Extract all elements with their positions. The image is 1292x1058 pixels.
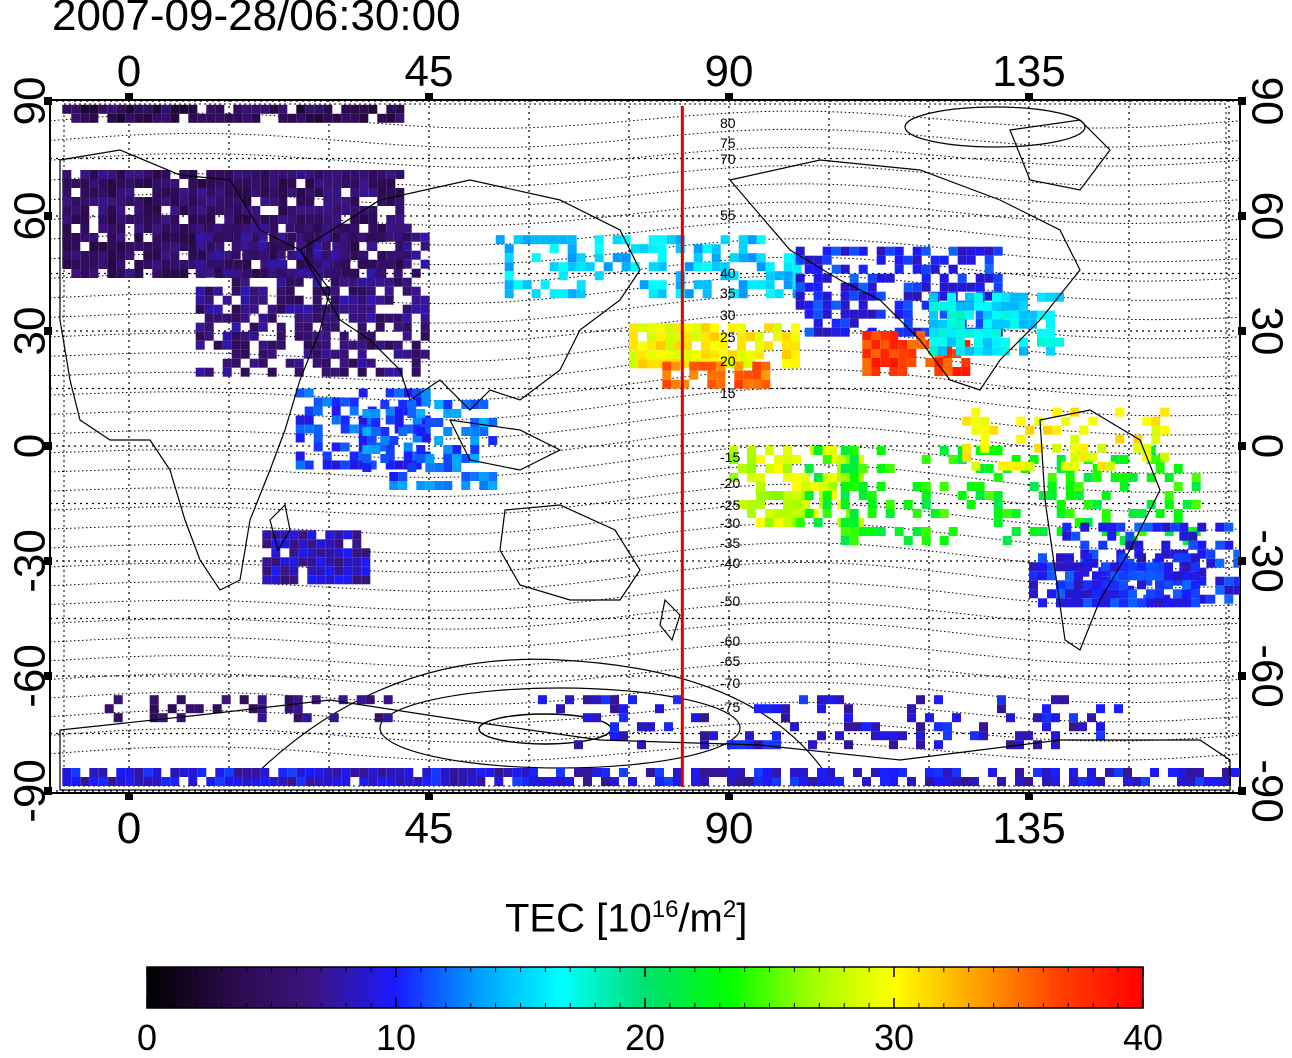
contour-label: 20 [720,353,736,369]
contour-label: 75 [720,135,736,151]
x-tick-label-top: 45 [405,47,454,96]
contour-label: -25 [720,497,740,513]
contour-label: -50 [720,593,740,609]
contour-label: -40 [720,555,740,571]
contour-label: 15 [720,385,736,401]
y-tick-label-right: 30 [1242,307,1291,356]
y-tick-label-right: 0 [1242,434,1291,458]
y-tick-label-left: 90 [6,77,55,126]
colorbar-tick-label: 40 [1123,1020,1163,1056]
contour-label: -15 [720,449,740,465]
colorbar-title: TEC [1016/m2] [505,898,747,938]
colorbar-tick-label: 10 [376,1020,416,1056]
contour-label: 70 [720,151,736,167]
x-tick-label-bottom: 90 [705,804,754,853]
contour-label: 80 [720,115,736,131]
y-tick-label-right: 60 [1242,192,1291,241]
contour-label: -60 [720,633,740,649]
y-tick-label-right: -90 [1242,759,1291,823]
colorbar-tick-label: 20 [625,1020,665,1056]
x-tick-label-top: 135 [992,47,1065,96]
contour-label: -65 [720,653,740,669]
x-tick-label-bottom: 135 [992,804,1065,853]
contour-label: 40 [720,265,736,281]
y-tick-label-right: -60 [1242,644,1291,708]
contour-label: -35 [720,535,740,551]
contour-label: 30 [720,307,736,323]
y-tick-label-left: 0 [6,434,55,458]
contour-label: 25 [720,329,736,345]
x-tick-label-bottom: 0 [117,804,141,853]
x-tick-label-top: 0 [117,47,141,96]
y-tick-label-left: -30 [6,529,55,593]
contour-label: 35 [720,285,736,301]
colorbar-tick-label: 0 [137,1020,157,1056]
contour-label: 55 [720,207,736,223]
y-tick-label-left: -60 [6,644,55,708]
contour-label: -20 [720,475,740,491]
contour-label: -75 [720,699,740,715]
x-tick-label-top: 90 [705,47,754,96]
colorbar-tick-label: 30 [874,1020,914,1056]
y-tick-label-right: -30 [1242,529,1291,593]
contour-label: -30 [720,515,740,531]
y-tick-label-left: -90 [6,759,55,823]
y-tick-label-left: 30 [6,307,55,356]
y-tick-label-right: 90 [1242,77,1291,126]
contour-label: -70 [720,675,740,691]
y-tick-label-left: 60 [6,192,55,241]
x-tick-label-bottom: 45 [405,804,454,853]
